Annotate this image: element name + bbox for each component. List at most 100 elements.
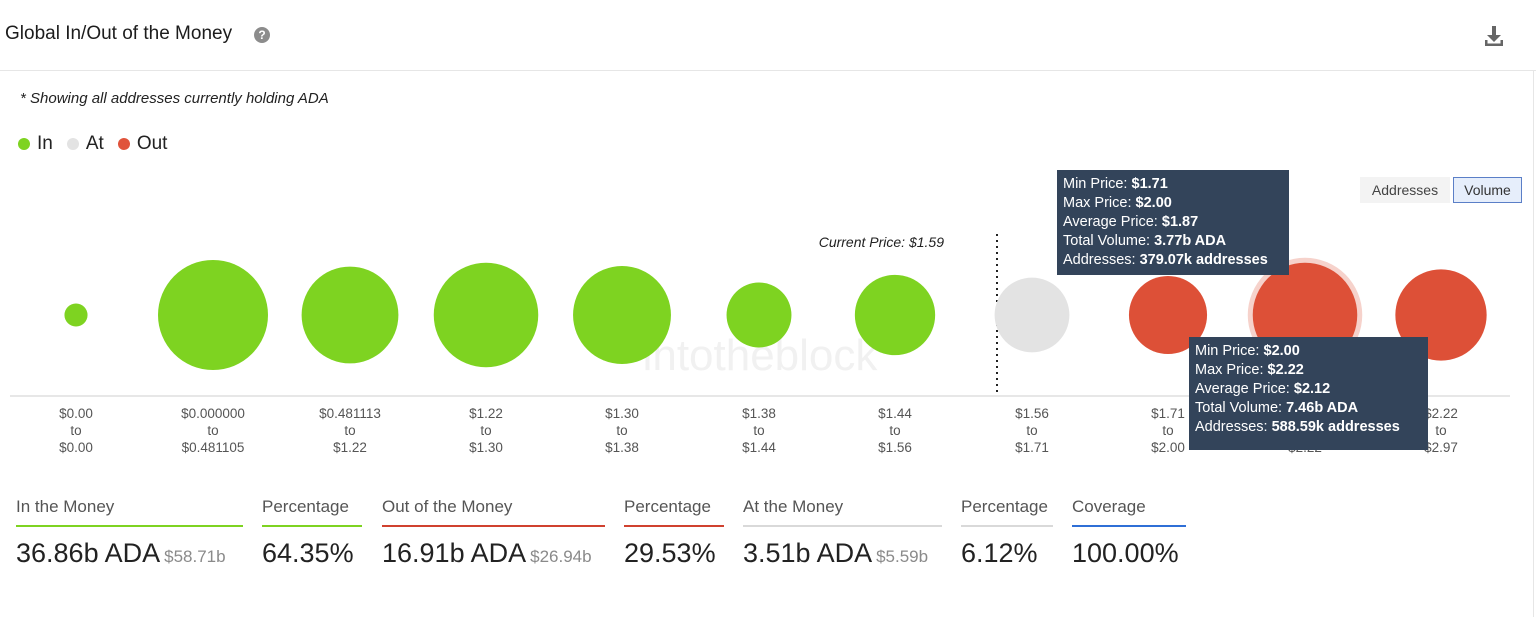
current-price-label: Current Price: $1.59 bbox=[819, 234, 944, 250]
addresses-toggle-button[interactable]: Addresses bbox=[1360, 177, 1450, 203]
bubble-in-1[interactable] bbox=[64, 303, 88, 327]
tooltip-label: Min Price: bbox=[1063, 176, 1128, 192]
x-label-to-word: to bbox=[1162, 423, 1173, 438]
bubble-tooltip-2: Min Price: $2.00 Max Price: $2.22 Averag… bbox=[1189, 337, 1428, 450]
download-icon[interactable] bbox=[1482, 24, 1506, 48]
tooltip-value: 588.59k addresses bbox=[1271, 419, 1400, 435]
stat-value: 64.35% bbox=[262, 538, 354, 568]
legend-dot-in bbox=[18, 138, 30, 150]
tooltip-value: $2.00 bbox=[1263, 343, 1300, 359]
legend-label-at: At bbox=[85, 133, 104, 154]
x-label-from: $0.481113 bbox=[319, 406, 381, 421]
stat-value: 36.86b ADA bbox=[16, 538, 161, 568]
stat-at-percentage: Percentage 6.12% bbox=[961, 497, 1053, 569]
x-label-from: $1.56 bbox=[1015, 406, 1049, 421]
question-circle-icon[interactable]: ? bbox=[254, 27, 270, 43]
stat-at-the-money: At the Money 3.51b ADA $5.59b bbox=[743, 497, 942, 569]
tooltip-value: 7.46b ADA bbox=[1286, 400, 1359, 416]
tooltip-value: $2.12 bbox=[1293, 381, 1331, 397]
stat-bar bbox=[1072, 525, 1186, 527]
legend-label-out: Out bbox=[136, 133, 168, 154]
stat-value: 100.00% bbox=[1072, 538, 1179, 568]
x-label-to: $1.38 bbox=[605, 440, 639, 455]
stat-value: 29.53% bbox=[624, 538, 716, 568]
tooltip-label: Total Volume: bbox=[1195, 400, 1283, 416]
legend: In At Out bbox=[18, 133, 181, 155]
card-header: Global In/Out of the Money ? bbox=[0, 0, 1536, 71]
tooltip-value: $2.22 bbox=[1267, 362, 1304, 378]
stat-in-percentage: Percentage 64.35% bbox=[262, 497, 362, 569]
x-label-from: $0.00 bbox=[59, 406, 93, 421]
tooltip-label: Max Price: bbox=[1063, 195, 1132, 211]
tooltip-label: Max Price: bbox=[1195, 362, 1264, 378]
legend-dot-at bbox=[66, 138, 79, 150]
stat-bar bbox=[16, 525, 243, 527]
x-label-to-word: to bbox=[207, 423, 218, 438]
x-label-to-word: to bbox=[616, 423, 627, 438]
tooltip-label: Average Price: bbox=[1063, 214, 1158, 230]
legend-item-at[interactable]: At bbox=[66, 133, 104, 155]
stat-label: Coverage bbox=[1072, 497, 1146, 516]
holding-note: * Showing all addresses currently holdin… bbox=[20, 90, 329, 107]
bubble-at-8[interactable] bbox=[994, 277, 1070, 353]
bubble-in-6[interactable] bbox=[726, 282, 792, 348]
x-label-from: $1.38 bbox=[742, 406, 776, 421]
legend-item-out[interactable]: Out bbox=[117, 133, 168, 155]
x-label-to-word: to bbox=[1435, 423, 1446, 438]
legend-label-in: In bbox=[37, 133, 53, 154]
stat-label: Percentage bbox=[262, 497, 349, 516]
x-label-to: $1.22 bbox=[333, 440, 367, 455]
legend-dot-out bbox=[117, 138, 130, 150]
x-label-to-word: to bbox=[889, 423, 900, 438]
x-label-from: $1.30 bbox=[605, 406, 639, 421]
x-label-to-word: to bbox=[480, 423, 491, 438]
stat-bar bbox=[262, 525, 362, 527]
tooltip-label: Average Price: bbox=[1195, 381, 1290, 397]
x-label-to: $0.481105 bbox=[182, 440, 245, 455]
stat-label: Percentage bbox=[961, 497, 1048, 516]
tooltip-value: $2.00 bbox=[1135, 195, 1172, 211]
bubble-in-5[interactable] bbox=[573, 266, 671, 364]
stat-bar bbox=[382, 525, 605, 527]
stat-bar bbox=[961, 525, 1053, 527]
x-label-to-word: to bbox=[70, 423, 81, 438]
bubble-in-3[interactable] bbox=[301, 266, 399, 364]
tooltip-label: Total Volume: bbox=[1063, 233, 1151, 249]
bubble-in-4[interactable] bbox=[433, 262, 539, 368]
stat-usd-value: $58.71b bbox=[164, 547, 226, 566]
stat-out-of-the-money: Out of the Money 16.91b ADA $26.94b bbox=[382, 497, 605, 569]
bubble-out-9[interactable] bbox=[1128, 275, 1208, 355]
x-label-from: $0.000000 bbox=[181, 406, 245, 421]
bubble-tooltip-1: Min Price: $1.71 Max Price: $2.00 Averag… bbox=[1057, 170, 1289, 275]
stat-usd-value: $5.59b bbox=[876, 547, 929, 566]
stat-coverage: Coverage 100.00% bbox=[1072, 497, 1186, 569]
x-label-to: $1.56 bbox=[878, 440, 912, 455]
stat-out-percentage: Percentage 29.53% bbox=[624, 497, 724, 569]
bubble-in-2[interactable] bbox=[158, 260, 268, 370]
card-border bbox=[1533, 70, 1534, 617]
volume-toggle-button[interactable]: Volume bbox=[1453, 177, 1522, 203]
stat-label: In the Money bbox=[16, 497, 115, 516]
tooltip-label: Min Price: bbox=[1195, 343, 1260, 359]
stat-bar bbox=[743, 525, 942, 527]
tooltip-label: Addresses: bbox=[1195, 419, 1268, 435]
x-label-from: $2.22 bbox=[1424, 406, 1458, 421]
stat-label: At the Money bbox=[743, 497, 844, 516]
x-label-to: $0.00 bbox=[59, 440, 93, 455]
tooltip-value: 379.07k addresses bbox=[1139, 252, 1268, 268]
tooltip-label: Addresses: bbox=[1063, 252, 1136, 268]
x-label-to-word: to bbox=[1026, 423, 1037, 438]
x-label-from: $1.22 bbox=[469, 406, 503, 421]
x-label-to: $2.00 bbox=[1151, 440, 1185, 455]
x-label-from: $1.71 bbox=[1151, 406, 1185, 421]
bubble-in-7[interactable] bbox=[854, 274, 936, 356]
stat-in-the-money: In the Money 36.86b ADA $58.71b bbox=[16, 497, 243, 569]
tooltip-value: $1.71 bbox=[1131, 176, 1168, 192]
legend-item-in[interactable]: In bbox=[18, 133, 53, 155]
x-label-to: $1.71 bbox=[1015, 440, 1049, 455]
stat-bar bbox=[624, 525, 724, 527]
x-label-to: $1.44 bbox=[742, 440, 776, 455]
stat-value: 6.12% bbox=[961, 538, 1038, 568]
tooltip-value: 3.77b ADA bbox=[1154, 233, 1227, 249]
